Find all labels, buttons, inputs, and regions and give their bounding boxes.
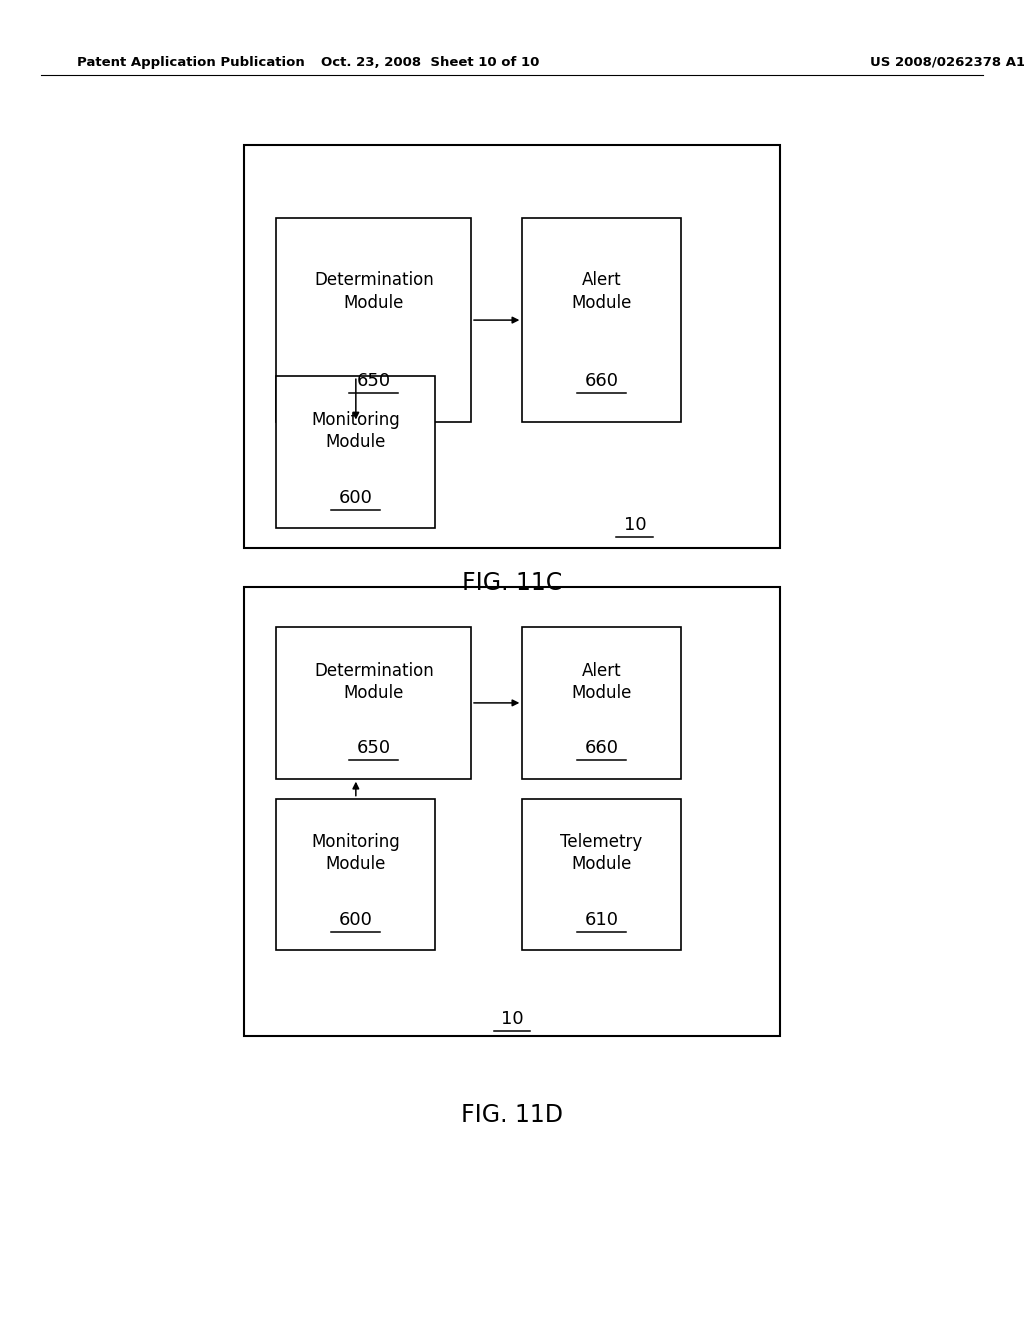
Text: 650: 650: [356, 372, 391, 391]
Text: 600: 600: [339, 488, 373, 507]
Text: Oct. 23, 2008  Sheet 10 of 10: Oct. 23, 2008 Sheet 10 of 10: [321, 55, 540, 69]
Text: Alert
Module: Alert Module: [571, 661, 632, 702]
Bar: [522, 218, 681, 422]
Bar: [522, 799, 681, 950]
Text: Telemetry
Module: Telemetry Module: [560, 833, 643, 874]
Text: Monitoring
Module: Monitoring Module: [311, 411, 400, 451]
Text: US 2008/0262378 A1: US 2008/0262378 A1: [870, 55, 1024, 69]
Text: 650: 650: [356, 739, 391, 758]
Text: 600: 600: [339, 911, 373, 929]
Bar: [276, 218, 471, 422]
Text: Monitoring
Module: Monitoring Module: [311, 833, 400, 874]
Text: Determination
Module: Determination Module: [314, 661, 433, 702]
Text: 660: 660: [585, 372, 618, 391]
Text: FIG. 11C: FIG. 11C: [462, 572, 562, 595]
Text: Patent Application Publication: Patent Application Publication: [77, 55, 304, 69]
Bar: [276, 627, 471, 779]
Bar: [276, 799, 435, 950]
Text: 610: 610: [585, 911, 618, 929]
Text: 10: 10: [501, 1010, 523, 1028]
Bar: [244, 145, 780, 548]
Text: FIG. 11D: FIG. 11D: [461, 1104, 563, 1127]
Bar: [276, 376, 435, 528]
Text: Alert
Module: Alert Module: [571, 272, 632, 312]
Bar: [244, 587, 780, 1036]
Bar: [522, 627, 681, 779]
Text: 10: 10: [624, 516, 646, 535]
Text: Determination
Module: Determination Module: [314, 272, 433, 312]
Text: 660: 660: [585, 739, 618, 758]
